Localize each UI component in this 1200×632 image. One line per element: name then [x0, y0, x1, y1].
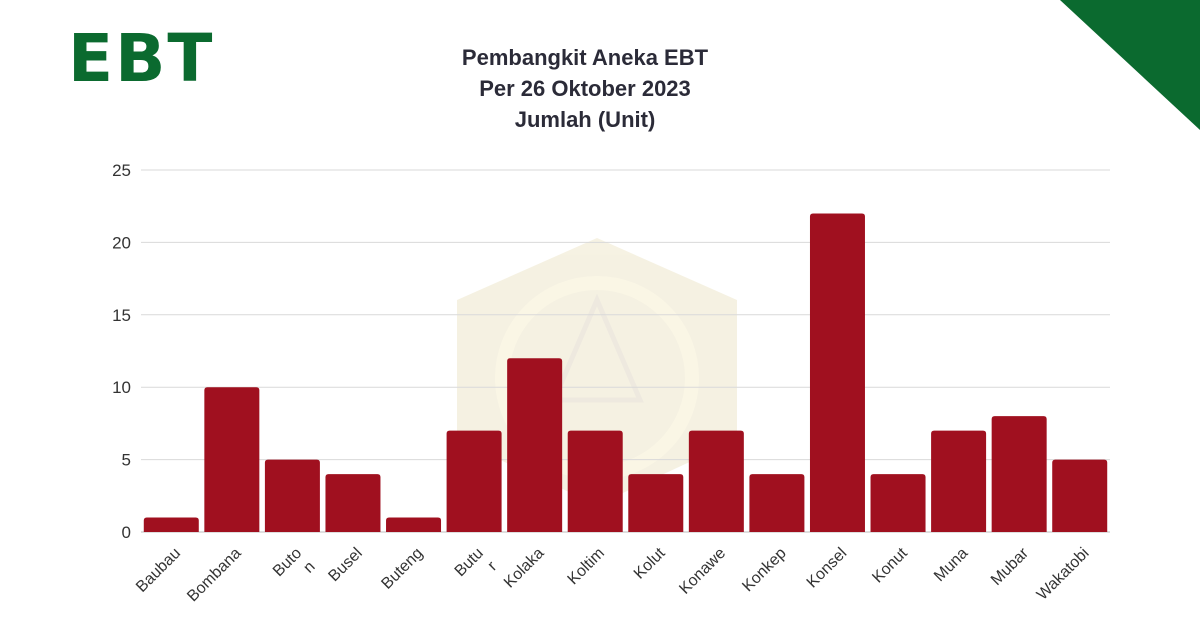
y-tick-label: 0 [122, 523, 131, 542]
bar-busel [325, 474, 381, 532]
bar-konawe [688, 430, 744, 532]
x-tick-label: Kolut [631, 544, 669, 582]
x-axis-ticks: Baubau Bombana Buton Busel Buteng Butur Kolaka… [133, 544, 1092, 605]
bar-buteng [386, 517, 442, 532]
x-tick-label: Buteng [378, 545, 426, 593]
x-tick-label: Kolaka [501, 545, 548, 592]
x-tick-label: Butur [452, 544, 501, 593]
bar-koltim [567, 430, 623, 532]
y-tick-label: 20 [112, 233, 131, 252]
x-tick-label: Konut [869, 544, 911, 586]
bar-kolaka [507, 358, 563, 532]
corner-triangle [1060, 0, 1200, 130]
bar-baubau [143, 517, 199, 532]
bar-wakatobi [1052, 459, 1108, 532]
x-tick-label: Wakatobi [1034, 545, 1093, 604]
ebt-logo: EBT [68, 20, 215, 97]
x-tick-label: Mubar [988, 544, 1033, 589]
x-tick-label: Baubau [133, 545, 184, 596]
bar-muna [931, 430, 987, 532]
y-tick-label: 15 [112, 306, 131, 325]
bar-konsel [809, 213, 865, 532]
bar-konkep [749, 474, 805, 532]
x-tick-label: Koltim [565, 545, 608, 588]
chart-title: Pembangkit Aneka EBT Per 26 Oktober 2023… [385, 42, 785, 135]
bar-kolut [628, 474, 684, 532]
y-tick-label: 10 [112, 378, 131, 397]
y-tick-label: 5 [122, 451, 131, 470]
bar-butur [446, 430, 502, 532]
y-axis-ticks: 0 5 10 15 20 25 [112, 161, 131, 542]
bar-konut [870, 474, 926, 532]
x-tick-label: Konkep [739, 545, 789, 595]
chart-title-line-3: Jumlah (Unit) [514, 107, 656, 132]
x-tick-label: Busel [325, 545, 365, 585]
bar-buton [264, 459, 320, 532]
x-tick-label: Konsel [804, 545, 851, 592]
bar-bombana [204, 387, 260, 532]
corner-decoration [1060, 0, 1200, 130]
chart-title-line-1: Pembangkit Aneka EBT [461, 45, 709, 70]
bars [143, 213, 1108, 532]
x-tick-label: Muna [931, 545, 971, 585]
y-tick-label: 25 [112, 161, 131, 180]
chart-title-line-2: Per 26 Oktober 2023 [479, 76, 691, 101]
x-tick-label: Buton [270, 545, 319, 594]
x-tick-label: Konawe [676, 545, 729, 598]
x-tick-label: Bombana [184, 545, 245, 606]
bar-mubar [991, 416, 1047, 532]
